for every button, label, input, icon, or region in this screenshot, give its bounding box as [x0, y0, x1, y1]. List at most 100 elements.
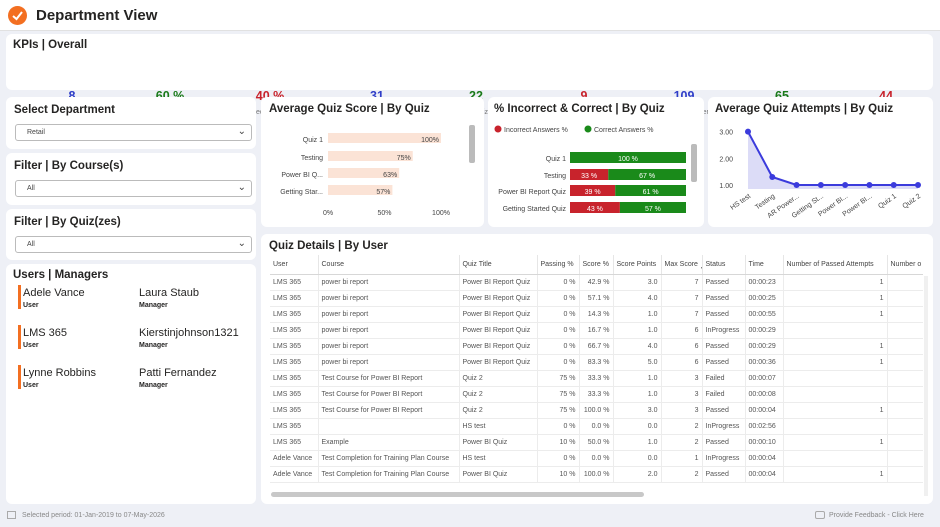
table-row[interactable]: LMS 365 power bi report Power BI Report Qu… [270, 274, 923, 291]
chart3-point[interactable] [866, 182, 873, 188]
table-cell: power bi report [318, 354, 460, 371]
chart1-bar[interactable] [328, 133, 441, 143]
column-header[interactable]: Status [702, 255, 746, 275]
chart3-point[interactable] [915, 182, 921, 188]
table-cell: Power BI Report Quiz [459, 354, 538, 371]
course-select[interactable]: All ⌄ [15, 180, 252, 197]
table-cell: Passed [702, 306, 746, 323]
table-row[interactable]: LMS 365 power bi report Power BI Report Qu… [270, 322, 923, 339]
column-header[interactable]: Max Score▼ [661, 255, 703, 275]
table-horizontal-scrollbar[interactable] [271, 492, 644, 497]
column-header[interactable]: Score % [579, 255, 614, 275]
table-cell: Quiz 2 [459, 402, 538, 419]
chevron-down-icon: ⌄ [237, 126, 246, 137]
chart2-data-label: 33 % [581, 173, 597, 180]
page-title: Department View [36, 7, 158, 24]
chart2-legend-label[interactable]: Incorrect Answers % [504, 127, 568, 134]
table-row[interactable]: LMS 365 Test Course for Power BI Report Qu… [270, 386, 923, 403]
table-row[interactable]: LMS 365 power bi report Power BI Report Qu… [270, 354, 923, 371]
table-row[interactable]: Adele Vance Test Completion for Training … [270, 450, 923, 467]
chart2-bar-segment[interactable] [608, 169, 686, 180]
table-cell: 16.7 % [579, 322, 614, 339]
chart2-category-label: Power BI Report Quiz [498, 189, 566, 196]
user-marker [18, 365, 21, 389]
manager-name: Laura Staub [139, 287, 199, 299]
table-cell [887, 354, 923, 371]
table-cell [887, 386, 923, 403]
manager-item[interactable]: Laura Staub Manager [139, 287, 199, 309]
chart2-legend-label[interactable]: Correct Answers % [594, 127, 654, 134]
department-filter-title: Select Department [14, 104, 115, 116]
table-row[interactable]: LMS 365 power bi report Power BI Report Qu… [270, 290, 923, 307]
table-cell: Passed [702, 354, 746, 371]
table-row[interactable]: LMS 365 power bi report Power BI Report Qu… [270, 306, 923, 323]
chart1-bar[interactable] [328, 168, 400, 178]
table-vertical-scrollbar[interactable] [924, 276, 928, 496]
manager-item[interactable]: Patti Fernandez Manager [139, 367, 217, 389]
table-cell: Power BI Report Quiz [459, 338, 538, 355]
table-row[interactable]: LMS 365 Example Power BI Quiz 10 % 50.0 % 1.0… [270, 434, 923, 451]
table-cell: HS test [459, 418, 538, 435]
manager-role: Manager [139, 342, 168, 349]
chart2-data-label: 67 % [639, 173, 655, 180]
table-row[interactable]: LMS 365 Test Course for Power BI Report Qu… [270, 402, 923, 419]
chart1-bar[interactable] [328, 151, 413, 161]
table-cell [887, 370, 923, 387]
chart3-point[interactable] [842, 182, 849, 188]
chart2-bar-segment[interactable] [570, 185, 616, 196]
chart2-bar-segment[interactable] [615, 185, 686, 196]
chart2-scrollbar[interactable] [691, 144, 697, 182]
table-cell: 00:00:07 [745, 370, 784, 387]
chart3-point[interactable] [769, 174, 776, 180]
table-row[interactable]: LMS 365 Test Course for Power BI Report Qu… [270, 370, 923, 387]
chevron-down-icon: ⌄ [237, 182, 246, 193]
column-header[interactable]: Number o [887, 255, 923, 275]
chart3-point[interactable] [745, 128, 751, 135]
table-cell: 3 [661, 386, 703, 403]
user-item[interactable]: Lynne Robbins User [23, 367, 96, 389]
column-header[interactable]: Time [745, 255, 784, 275]
column-header[interactable]: Quiz Title [459, 255, 538, 275]
chart1-x-tick: 50% [377, 210, 391, 217]
table-row[interactable]: LMS 365 HS test 0 % 0.0 % 0.0 2 InProgress 00:0… [270, 418, 923, 435]
sort-desc-icon[interactable]: ▼ [700, 266, 701, 272]
table-row[interactable]: LMS 365 power bi report Power BI Report Qu… [270, 338, 923, 355]
chart3-point[interactable] [890, 182, 897, 188]
table-cell: Test Completion for Training Plan Course [318, 450, 460, 467]
users-managers-title: Users | Managers [13, 269, 109, 281]
table-cell [783, 386, 888, 403]
chart1-bar[interactable] [328, 185, 393, 195]
table-cell: 1 [783, 338, 888, 355]
department-select[interactable]: Retail ⌄ [15, 124, 252, 141]
chart1-x-tick: 100% [432, 210, 450, 217]
table-cell: 2.0 [613, 466, 662, 483]
table-row[interactable]: Adele Vance Test Completion for Training … [270, 466, 923, 483]
chart3-area [748, 131, 918, 189]
manager-item[interactable]: Kierstinjohnson1321 Manager [139, 327, 239, 349]
table-cell [783, 370, 888, 387]
provide-feedback-link[interactable]: Provide Feedback - Click Here [829, 512, 924, 519]
table-cell: Test Course for Power BI Report [318, 370, 460, 387]
column-header[interactable]: Number of Passed Attempts [783, 255, 888, 275]
chart1-scrollbar[interactable] [469, 125, 475, 163]
chart2-bar-segment[interactable] [570, 152, 686, 163]
quiz-details-title: Quiz Details | By User [269, 240, 388, 252]
table-cell: Test Completion for Training Plan Course [318, 466, 460, 483]
column-header[interactable]: Passing % [537, 255, 580, 275]
chart2-bar-segment[interactable] [570, 169, 609, 180]
chart3-point[interactable] [793, 182, 800, 188]
chart2-bar-segment[interactable] [570, 202, 620, 213]
user-name: Lynne Robbins [23, 367, 96, 379]
column-header[interactable]: Score Points [613, 255, 662, 275]
chart2-legend-marker [584, 125, 592, 133]
chart3-point[interactable] [817, 182, 824, 188]
quiz-select[interactable]: All ⌄ [15, 236, 252, 253]
user-item[interactable]: LMS 365 User [23, 327, 67, 349]
user-marker [18, 325, 21, 349]
table-cell: 1.0 [613, 434, 662, 451]
chart2-bar-segment[interactable] [619, 202, 686, 213]
column-header[interactable]: Course [318, 255, 460, 275]
column-header[interactable]: User [270, 255, 319, 275]
table-cell: 1.0 [613, 322, 662, 339]
user-item[interactable]: Adele Vance User [23, 287, 85, 309]
